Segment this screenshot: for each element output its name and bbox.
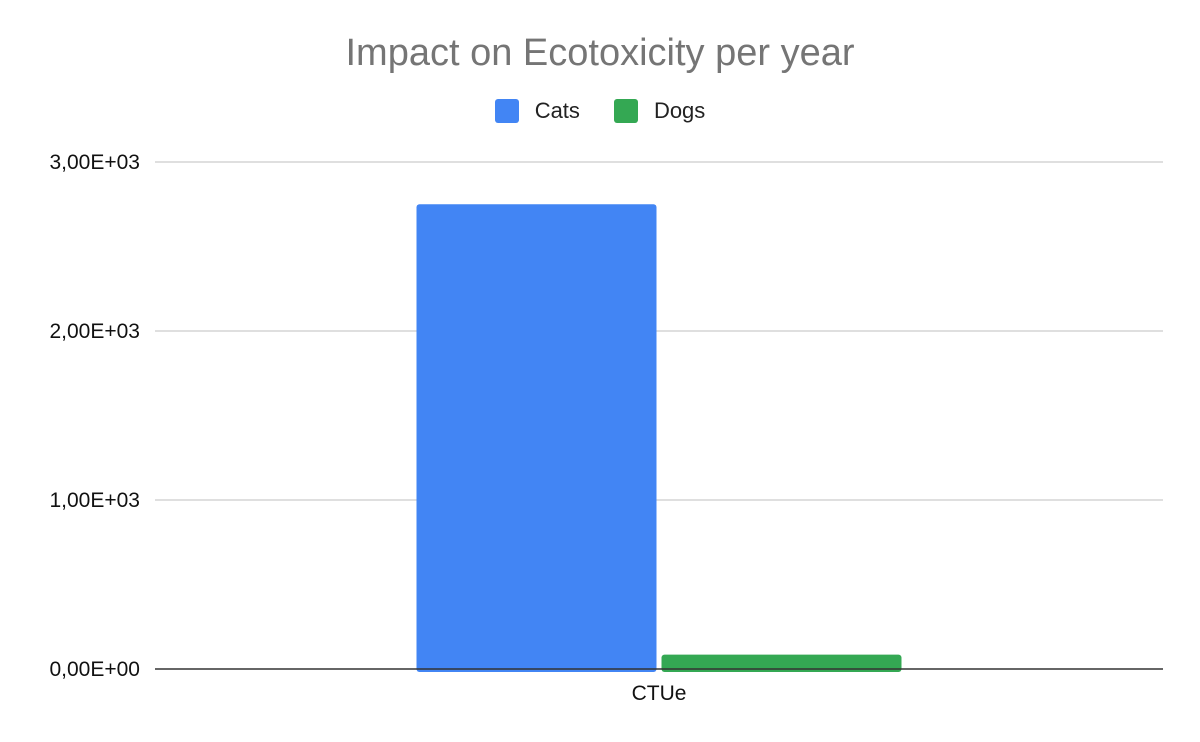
legend-item-dogs: Dogs xyxy=(613,98,706,124)
y-tick-label: 1,00E+03 xyxy=(49,489,140,512)
chart-title: Impact on Ecotoxicity per year xyxy=(345,32,855,74)
legend: Cats Dogs xyxy=(0,98,1200,124)
legend-item-cats: Cats xyxy=(494,98,580,124)
legend-label-dogs: Dogs xyxy=(653,98,706,123)
legend-swatch-dogs xyxy=(613,99,638,123)
y-tick-label: 2,00E+03 xyxy=(49,320,140,343)
y-tick-label: 0,00E+00 xyxy=(49,658,140,681)
legend-label-cats: Cats xyxy=(534,98,580,123)
y-tick-label: 3,00E+03 xyxy=(49,151,140,174)
bar-dogs xyxy=(661,654,902,672)
legend-swatch-cats xyxy=(494,99,519,123)
bar-cats xyxy=(416,204,657,672)
x-tick-label: CTUe xyxy=(632,682,687,705)
